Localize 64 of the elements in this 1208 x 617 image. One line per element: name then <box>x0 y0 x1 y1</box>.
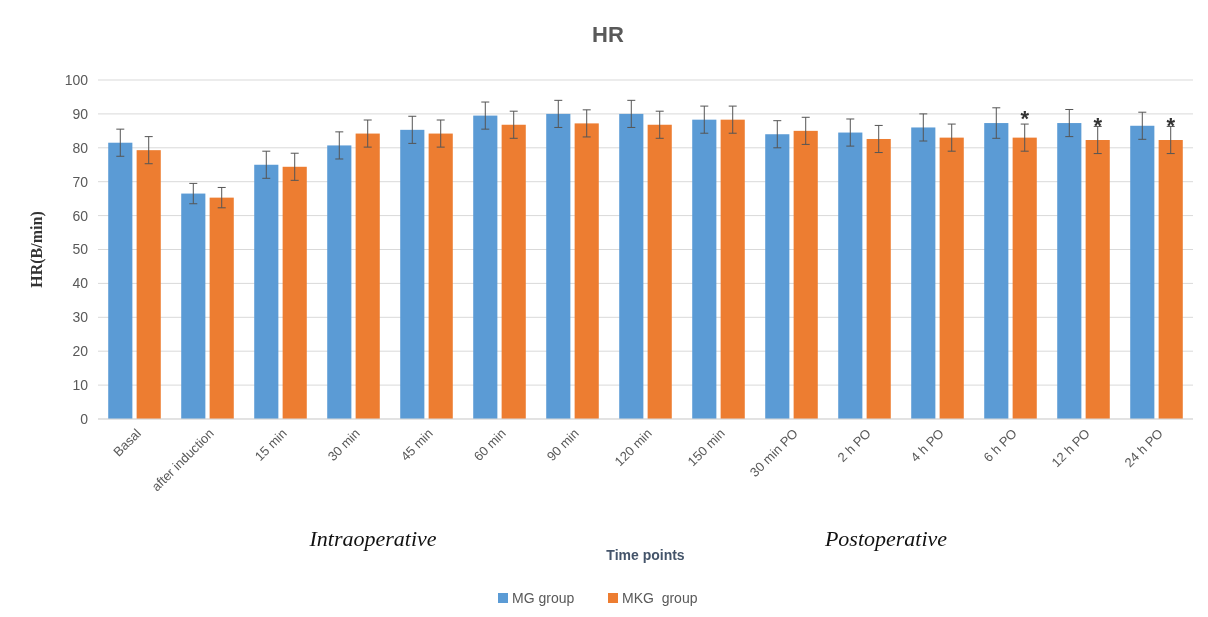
x-tick-label: 2 h PO <box>834 425 874 465</box>
bar <box>647 124 672 419</box>
bar <box>501 124 526 419</box>
y-tick-label: 90 <box>72 105 89 122</box>
bar <box>692 119 717 419</box>
bar <box>765 134 790 419</box>
bar <box>254 164 279 419</box>
legend-label: MG group <box>512 590 575 606</box>
legend-label: MKG group <box>622 590 698 606</box>
bar <box>327 145 352 419</box>
bar <box>108 142 133 419</box>
bar <box>1057 123 1082 419</box>
annotation: * <box>1093 112 1103 138</box>
y-tick-label: 20 <box>72 343 89 360</box>
x-tick-label: 120 min <box>611 425 655 470</box>
annotation: * <box>1020 105 1030 131</box>
bar <box>984 123 1009 419</box>
text: Postoperative <box>823 526 948 551</box>
bar <box>181 193 206 419</box>
bar <box>1085 140 1110 419</box>
bar <box>355 133 380 419</box>
bar <box>1012 137 1037 419</box>
x-tick-label: 12 h PO <box>1048 425 1093 471</box>
y-tick-label: 40 <box>72 275 89 292</box>
annotation: * <box>1166 112 1176 138</box>
bar <box>939 137 964 419</box>
y-tick-label: 10 <box>72 377 89 393</box>
y-tick-label: 70 <box>72 173 89 190</box>
x-tick-label: 4 h PO <box>907 425 947 465</box>
x-tick-label: 45 min <box>397 425 436 464</box>
y-tick-label: 80 <box>72 139 89 156</box>
bar <box>793 130 818 419</box>
chart-title: HR <box>592 22 624 47</box>
y-axis-title: HR(B/min) <box>28 211 46 288</box>
bar <box>428 133 453 419</box>
bar <box>400 129 425 419</box>
x-tick-label: 6 h PO <box>980 425 1020 465</box>
x-tick-label: 24 h PO <box>1121 425 1166 471</box>
y-tick-label: 100 <box>64 71 89 88</box>
bar <box>911 127 936 419</box>
bar <box>574 123 599 419</box>
bar <box>838 132 863 419</box>
bar <box>1158 140 1183 419</box>
bar <box>1130 125 1155 419</box>
y-tick-label: 0 <box>80 410 89 427</box>
bar <box>136 150 161 419</box>
y-tick-label: 30 <box>72 309 89 326</box>
y-tick-label: 60 <box>72 207 89 224</box>
x-tick-label: 60 min <box>470 425 509 464</box>
x-tick-label: 30 min <box>324 425 363 464</box>
bar <box>473 115 498 419</box>
bar <box>720 119 745 419</box>
y-tick-label: 50 <box>72 241 89 258</box>
bar <box>282 166 307 419</box>
bar <box>866 138 891 419</box>
text: Intraoperative <box>308 526 437 551</box>
x-axis-title: Time points <box>606 547 685 563</box>
x-tick-label: 90 min <box>543 425 582 464</box>
bar <box>209 197 234 419</box>
bar <box>546 113 571 419</box>
x-tick-label: 150 min <box>684 425 728 470</box>
bar <box>619 113 644 419</box>
x-tick-label: 15 min <box>251 425 290 464</box>
x-tick-label: 30 min PO <box>746 425 801 480</box>
